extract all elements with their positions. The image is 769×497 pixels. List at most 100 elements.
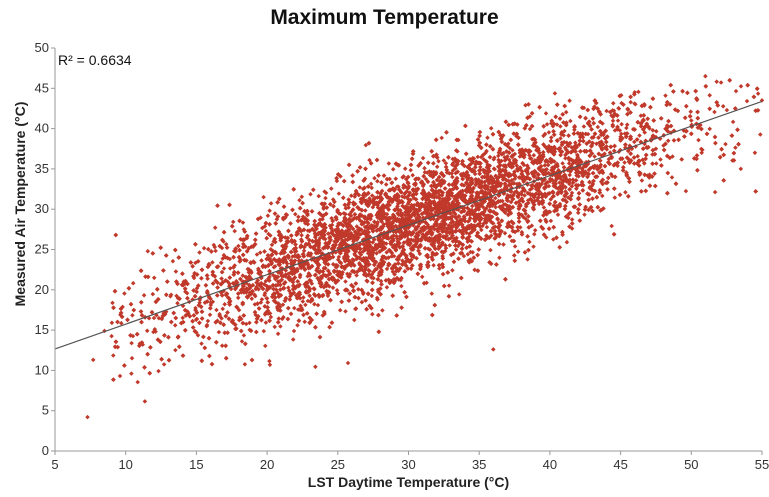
data-point [142, 399, 148, 404]
data-point [448, 220, 454, 226]
data-point [305, 233, 311, 238]
data-point [600, 193, 605, 199]
data-point [312, 301, 317, 307]
data-point [291, 328, 297, 334]
data-point [308, 191, 313, 197]
data-point [323, 195, 328, 201]
data-point [161, 362, 167, 367]
data-point [334, 288, 340, 293]
data-point [301, 295, 306, 300]
data-point [488, 126, 494, 131]
data-point [363, 208, 368, 213]
data-point [439, 135, 444, 141]
data-point [286, 285, 291, 290]
data-point [299, 194, 305, 200]
data-point [383, 182, 389, 187]
data-point [429, 291, 435, 296]
data-point [232, 228, 237, 234]
data-point [265, 213, 271, 218]
data-point [730, 119, 736, 125]
data-point [299, 232, 304, 238]
data-point [658, 157, 663, 162]
data-point [733, 145, 738, 150]
data-point [389, 180, 394, 186]
data-point [295, 323, 300, 328]
data-point [744, 98, 750, 104]
data-point [496, 153, 501, 159]
data-point [450, 268, 455, 273]
data-point [263, 320, 269, 325]
data-point [555, 212, 561, 217]
data-point [356, 287, 361, 292]
data-point [461, 253, 467, 259]
data-point [654, 161, 659, 166]
data-point [488, 233, 494, 238]
data-point [214, 307, 219, 313]
data-point [207, 312, 213, 318]
data-point [380, 308, 385, 313]
data-point [548, 218, 554, 224]
data-point [336, 191, 342, 196]
data-point [268, 314, 274, 320]
data-point [419, 274, 425, 280]
data-point [532, 231, 537, 237]
data-point [453, 247, 459, 252]
data-point [723, 141, 728, 147]
data-point [456, 292, 462, 297]
data-point [624, 125, 629, 131]
data-point [235, 295, 241, 301]
data-point [527, 239, 532, 245]
data-point [307, 293, 312, 298]
data-point [624, 122, 630, 127]
data-point [297, 197, 302, 203]
data-point [241, 333, 247, 338]
data-point [151, 275, 157, 281]
data-point [220, 306, 225, 312]
data-point [212, 225, 218, 230]
data-point [420, 155, 426, 161]
data-point [267, 358, 272, 364]
data-point [733, 88, 739, 94]
data-point [384, 266, 390, 272]
data-point [330, 285, 336, 290]
data-point [623, 190, 628, 195]
data-point [315, 302, 321, 308]
data-point [707, 93, 712, 98]
data-point [393, 176, 399, 181]
data-point [669, 175, 675, 180]
data-point [390, 167, 396, 172]
data-point [431, 263, 436, 268]
data-point [604, 108, 609, 114]
data-point [129, 340, 134, 346]
data-point [532, 228, 538, 233]
data-point [293, 211, 298, 217]
data-point [197, 250, 202, 255]
data-point [290, 337, 296, 342]
data-point [213, 248, 218, 254]
data-point [267, 208, 272, 213]
data-point [329, 186, 334, 191]
data-point [295, 218, 301, 224]
data-point [343, 309, 348, 314]
data-point [619, 121, 624, 127]
data-point [611, 101, 616, 106]
data-point [422, 165, 427, 171]
data-point [150, 291, 156, 297]
data-point [446, 283, 452, 288]
data-point [261, 328, 267, 334]
data-point [254, 252, 260, 257]
data-point [111, 353, 116, 358]
data-point [263, 228, 269, 234]
data-point [272, 324, 277, 330]
data-point [568, 118, 573, 124]
data-point [525, 257, 530, 262]
data-point [201, 245, 207, 251]
data-point [375, 178, 380, 184]
data-point [622, 160, 627, 165]
data-point [582, 212, 587, 217]
data-point [242, 362, 248, 367]
data-point [581, 124, 587, 129]
data-point [714, 79, 719, 84]
data-point [595, 124, 601, 130]
